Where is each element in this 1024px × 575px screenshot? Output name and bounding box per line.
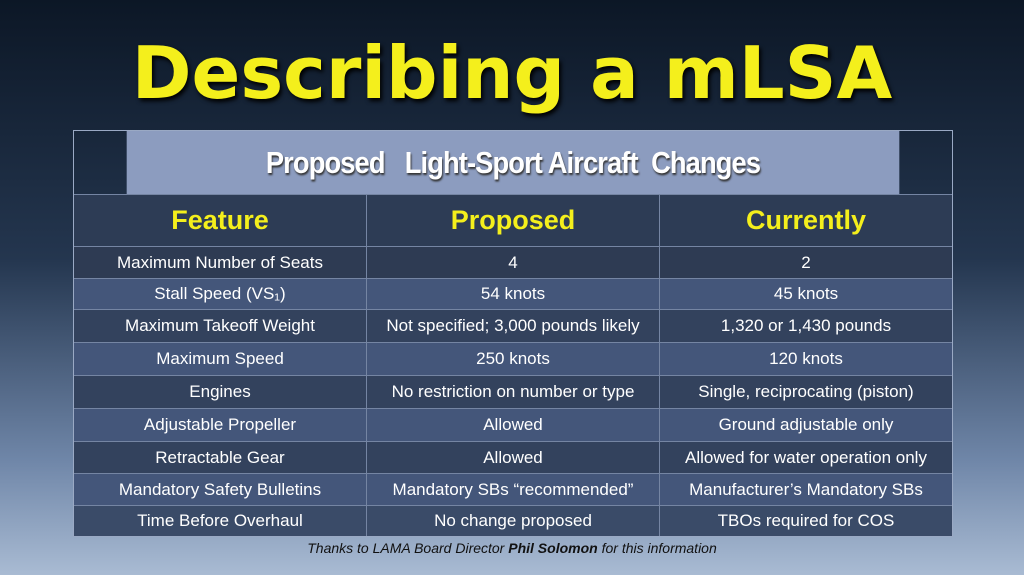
table-cell: Time Before Overhaul [74,505,367,536]
header-row: Feature Proposed Currently [74,194,952,246]
table-cell: Retractable Gear [74,441,367,473]
table-cell: TBOs required for COS [660,505,952,536]
table-row: Maximum Speed 250 knots 120 knots [74,342,952,375]
table-cell: No restriction on number or type [367,375,660,408]
table-cell: Mandatory SBs “recommended” [367,473,660,505]
table-cell: Not specified; 3,000 pounds likely [367,309,660,342]
table-cell: Stall Speed (VS₁) [74,278,367,309]
table-cell: Allowed for water operation only [660,441,952,473]
slide-title: Describing a mLSA [131,31,893,115]
table-row: Maximum Number of Seats 4 2 [74,246,952,278]
table-caption: Proposed Light-Sport Aircraft Changes [126,131,900,194]
header-cell: Feature [74,194,367,246]
table-cell: Allowed [367,441,660,473]
table-row: Engines No restriction on number or type S… [74,375,952,408]
table-cell: Ground adjustable only [660,408,952,441]
header-cell: Currently [660,194,952,246]
table-cell: 120 knots [660,342,952,375]
table-cell: Maximum Number of Seats [74,246,367,278]
footer: Thanks to LAMA Board Director Phil Solom… [0,540,1024,556]
table-cell: Allowed [367,408,660,441]
table-cell: 45 knots [660,278,952,309]
table-row: Adjustable Propeller Allowed Ground adjust… [74,408,952,441]
table-cell: 2 [660,246,952,278]
footer-text: for this information [601,540,717,556]
table-cell: Engines [74,375,367,408]
table-row: Maximum Takeoff Weight Not specified; 3,0… [74,309,952,342]
table-row: Stall Speed (VS₁) 54 knots 45 knots [74,278,952,309]
table-cell: Mandatory Safety Bulletins [74,473,367,505]
table-cell: No change proposed [367,505,660,536]
footer-name: Phil Solomon [508,540,598,556]
footer-text: Thanks to LAMA Board Director [307,540,505,556]
table-cell: Adjustable Propeller [74,408,367,441]
table-row: Time Before Overhaul No change proposed TB… [74,505,952,536]
table-cell: Manufacturer’s Mandatory SBs [660,473,952,505]
header-cell: Proposed [367,194,660,246]
table-cell: 1,320 or 1,430 pounds [660,309,952,342]
table-cell: Maximum Speed [74,342,367,375]
table-row: Mandatory Safety Bulletins Mandatory SBs … [74,473,952,505]
table-cell: 54 knots [367,278,660,309]
table-row: Retractable Gear Allowed Allowed for water… [74,441,952,473]
table-cell: 250 knots [367,342,660,375]
table-cell: 4 [367,246,660,278]
table-cell: Single, reciprocating (piston) [660,375,952,408]
table-cell: Maximum Takeoff Weight [74,309,367,342]
table: Proposed Light-Sport Aircraft Changes Fe… [73,130,953,537]
